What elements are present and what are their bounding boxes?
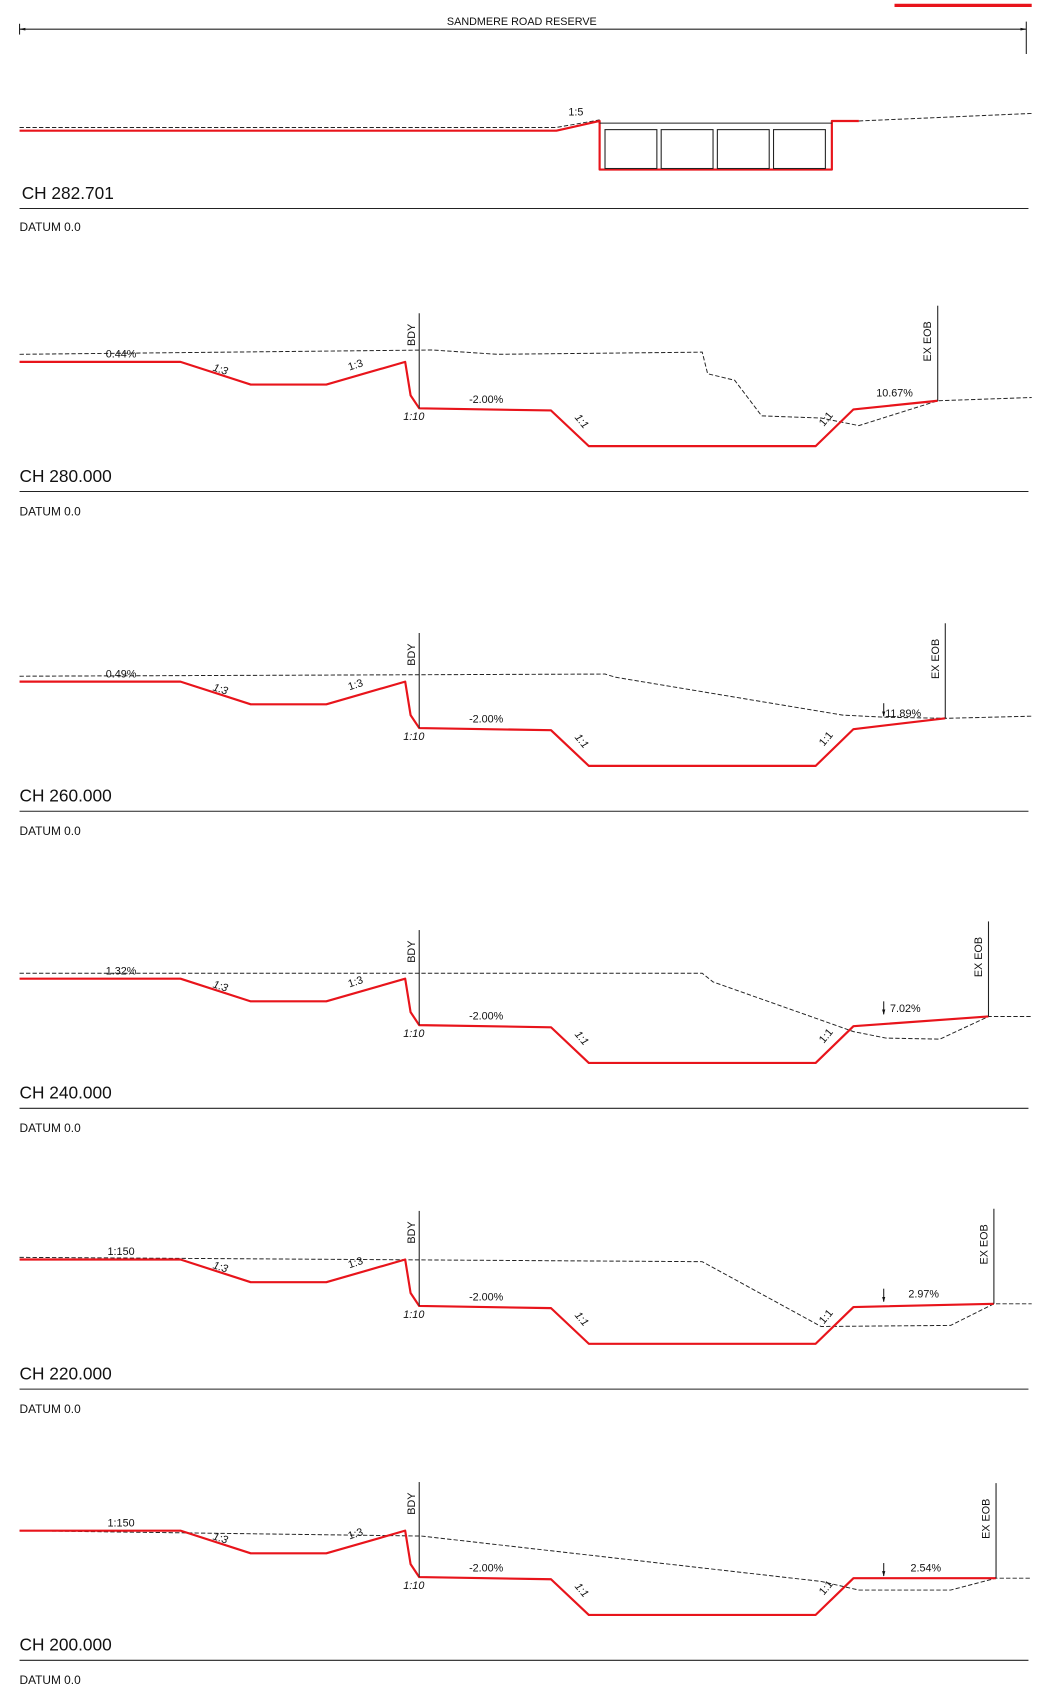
drain-left-label: 1:1 [572,732,591,751]
chainage-label: CH 280.000 [20,466,112,486]
chainage-label: CH 282.701 [22,183,114,203]
crossfall-label: -2.00% [469,714,504,726]
datum-label: DATUM 0.0 [20,220,82,234]
drain-left-label: 1:1 [572,412,591,431]
boundary-label: BDY [406,1493,418,1515]
edge-label: EX EOB [922,321,934,361]
chainage-label: CH 220.000 [20,1363,112,1383]
cross-section: 1.32% 1:3 1:3 BDY 1:10 -2.00% 1:1 1:1 7.02% EX EO… [19,921,1032,1135]
edge-label: EX EOB [930,639,942,679]
existing-grade-label: 1:150 [108,1246,135,1258]
cross-section: 1:150 1:3 1:3 BDY 1:10 -2.00% 1:1 1:1 2.97% EX EO… [19,1208,1032,1416]
batter-left-label: 1:3 [211,682,229,698]
drain-right-label: 1:1 [817,410,836,429]
edge-label: EX EOB [973,937,985,977]
edge-label: EX EOB [981,1499,993,1539]
section-culvert: 1:5 CH 282.701 DATUM 0.0 [19,107,1032,234]
boundary-label: BDY [406,941,418,963]
chainage-label: CH 200.000 [20,1635,112,1655]
design-surface [19,1529,997,1616]
existing-grade-label: 1:150 [108,1517,135,1529]
design-surface [19,1258,994,1345]
datum-label: DATUM 0.0 [20,824,82,838]
design-surface [19,119,859,171]
boundary-label: BDY [406,644,418,666]
batter-left-label: 1:3 [211,1531,229,1547]
datum-label: DATUM 0.0 [20,1673,82,1687]
existing-surface [19,1256,1032,1327]
verge-grade-label: 7.02% [890,1003,921,1015]
design-surface [19,680,946,767]
kerb-slope-label: 1:10 [403,411,424,423]
edge-label: EX EOB [978,1224,990,1264]
datum-label: DATUM 0.0 [20,1402,82,1416]
batter-left-label: 1:3 [211,979,229,995]
existing-surface [19,349,1032,427]
boundary-label: BDY [406,324,418,346]
verge-grade-label: 10.67% [876,387,913,399]
existing-surface [19,119,600,128]
chainage-label: CH 260.000 [20,786,112,806]
cross-section: 0.44% 1:3 1:3 BDY 1:10 -2.00% 1:1 1:1 10.67% EX E… [19,305,1032,518]
verge-grade-label: 2.54% [911,1563,942,1575]
batter-left-label: 1:3 [211,1259,229,1275]
crossfall-label: -2.00% [469,1563,504,1575]
batter-left-label: 1:3 [211,362,229,378]
existing-surface [19,972,1032,1040]
culvert-cells [599,122,832,170]
batter-right-label: 1:3 [347,677,365,693]
drain-left-label: 1:1 [572,1581,591,1600]
drain-right-label: 1:1 [817,1579,836,1598]
batter-label: 1:5 [568,107,583,119]
chainage-label: CH 240.000 [20,1083,112,1103]
existing-surface [858,112,1032,122]
drain-left-label: 1:1 [572,1029,591,1048]
crossfall-label: -2.00% [469,1292,504,1304]
batter-right-label: 1:3 [347,357,365,373]
drain-left-label: 1:1 [572,1310,591,1329]
boundary-label: BDY [406,1221,418,1243]
verge-grade-label: 2.97% [908,1288,939,1300]
drain-right-label: 1:1 [817,1027,836,1046]
existing-grade-label: 1.32% [106,965,137,977]
existing-grade-label: 0.44% [106,349,137,361]
design-surface [19,360,938,448]
reserve-title: SANDMERE ROAD RESERVE [447,16,597,28]
batter-right-label: 1:3 [347,1526,365,1542]
kerb-slope-label: 1:10 [403,1028,424,1040]
batter-right-label: 1:3 [347,974,365,990]
kerb-slope-label: 1:10 [403,731,424,743]
cross-section: 1:150 1:3 1:3 BDY 1:10 -2.00% 1:1 1:1 2.54% EX EO… [19,1482,1032,1687]
batter-right-label: 1:3 [347,1255,365,1271]
kerb-slope-label: 1:10 [403,1580,424,1592]
kerb-slope-label: 1:10 [403,1309,424,1321]
cross-section: 0.49% 1:3 1:3 BDY 1:10 -2.00% 1:1 1:1 11.89% EX E… [19,623,1032,838]
drain-right-label: 1:1 [817,729,836,748]
crossfall-label: -2.00% [469,1011,504,1023]
existing-surface [19,1530,1032,1591]
crossfall-label: -2.00% [469,394,504,406]
design-surface [19,977,989,1065]
existing-grade-label: 0.49% [106,668,137,680]
datum-label: DATUM 0.0 [20,504,82,518]
verge-grade-label: 11.89% [885,708,921,720]
datum-label: DATUM 0.0 [20,1121,82,1135]
drain-right-label: 1:1 [817,1307,836,1326]
